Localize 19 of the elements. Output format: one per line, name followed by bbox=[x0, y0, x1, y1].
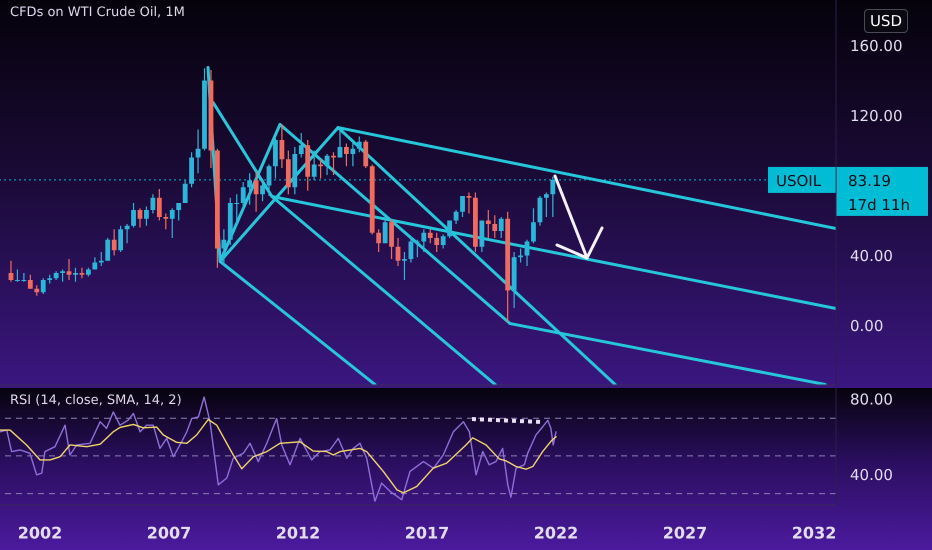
y-tick-label: 40.00 bbox=[850, 466, 893, 484]
annotation: USOIL bbox=[776, 172, 822, 190]
y-tick-label: 80.00 bbox=[850, 390, 893, 409]
y-tick-label: 0.00 bbox=[850, 316, 884, 335]
ref-line-label: 83.19 bbox=[848, 172, 891, 190]
x-tick-label: 2007 bbox=[146, 523, 192, 542]
text: 17d 11h bbox=[848, 196, 910, 214]
x-tick-label: 2027 bbox=[662, 523, 708, 542]
text: USD bbox=[864, 9, 908, 33]
y-tick-label: 40.00 bbox=[850, 246, 893, 265]
y-tick-label: 160.00 bbox=[850, 36, 902, 55]
x-tick-label: 2032 bbox=[792, 523, 836, 542]
x-tick-label: 2022 bbox=[534, 523, 578, 542]
chart-title: CFDs on WTI Crude Oil, 1M bbox=[10, 5, 185, 20]
x-tick-label: 2017 bbox=[404, 523, 450, 542]
chart-title: RSI (14, close, SMA, 14, 2) bbox=[10, 393, 182, 408]
x-tick-label: 2012 bbox=[276, 523, 320, 542]
y-tick-label: 120.00 bbox=[850, 106, 902, 125]
x-tick-label: 2002 bbox=[18, 523, 62, 542]
